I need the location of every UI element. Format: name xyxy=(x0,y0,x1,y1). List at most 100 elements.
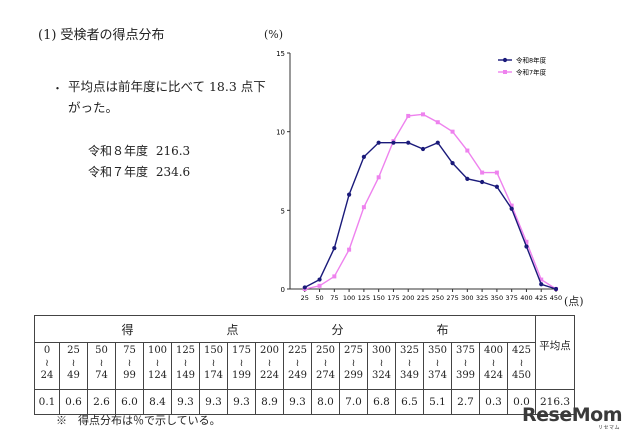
percentage-cell: 9.3 xyxy=(199,389,228,415)
x-tick-label: 125 xyxy=(358,294,370,302)
score-range-part: 450 xyxy=(511,370,532,381)
score-range-part: 399 xyxy=(455,370,476,381)
score-range-part: 349 xyxy=(399,370,420,381)
data-point-r8 xyxy=(332,245,337,251)
score-range-part: 425 xyxy=(511,345,532,356)
data-point-r7 xyxy=(421,112,425,117)
data-point-r7 xyxy=(539,277,544,282)
score-range-part: 199 xyxy=(231,370,252,381)
table-header-char: 点 xyxy=(226,322,239,337)
y-tick-label: 15 xyxy=(276,50,285,58)
score-range-part: ≀ xyxy=(323,357,328,369)
data-point-r7 xyxy=(376,175,381,180)
x-tick-label: 25 xyxy=(301,294,309,302)
logo-subtext: リセマム xyxy=(597,425,620,431)
score-range-part: ≀ xyxy=(71,357,76,369)
y-tick-label: 0 xyxy=(281,286,285,294)
score-range-part: ≀ xyxy=(127,357,132,369)
score-range-part: 0 xyxy=(43,345,51,356)
x-axis-unit: (点) xyxy=(564,295,584,308)
score-range-part: ≀ xyxy=(463,357,468,369)
y-tick-label: 5 xyxy=(281,207,285,215)
percentage-cell: 2.6 xyxy=(87,389,116,415)
percentage-cell: 9.3 xyxy=(283,389,312,415)
table-header-average: 平均点 xyxy=(535,315,575,390)
score-range-part: 75 xyxy=(123,345,136,356)
data-point-r7 xyxy=(332,274,337,279)
series-line-r7 xyxy=(304,113,557,290)
data-point-r8 xyxy=(420,146,426,152)
score-range-cell: 375 ≀ 399 xyxy=(451,342,480,390)
score-range-part: 24 xyxy=(40,370,54,381)
data-point-r8 xyxy=(317,277,322,282)
score-range-part: ≀ xyxy=(295,357,300,369)
data-point-r8 xyxy=(406,140,411,145)
score-range-cell: 50 ≀ 74 xyxy=(87,342,116,390)
score-range-part: 250 xyxy=(315,345,336,356)
score-range-part: ≀ xyxy=(99,357,104,369)
x-tick-label: 450 xyxy=(550,294,562,302)
score-range-cell: 350 ≀ 374 xyxy=(423,342,452,390)
y-tick-label: 10 xyxy=(276,129,285,137)
y-axis-unit: (%) xyxy=(264,28,284,41)
data-point-r7 xyxy=(347,247,352,252)
score-range-cell: 100 ≀ 124 xyxy=(143,342,172,390)
score-range-part: ≀ xyxy=(435,357,440,369)
score-range-part: ≀ xyxy=(45,357,49,369)
data-point-r7 xyxy=(317,283,322,288)
average-row-r8: 令和８年度 216.3 xyxy=(88,142,190,159)
score-range-part: 200 xyxy=(259,345,280,356)
score-range-part: 274 xyxy=(315,370,336,381)
x-tick-label: 175 xyxy=(387,294,399,302)
score-range-part: ≀ xyxy=(519,357,524,369)
score-range-cell: 275 ≀ 299 xyxy=(339,342,368,390)
score-range-part: 100 xyxy=(147,345,168,356)
data-point-r8 xyxy=(480,179,485,185)
score-distribution-table: 得点分布 平均点 0 ≀ 24 25 ≀ 49 50 ≀ 74 75 ≀ 99 100 ≀ 124 125 ≀ 1… xyxy=(34,315,575,415)
score-range-part: 225 xyxy=(287,345,308,356)
score-range-part: 99 xyxy=(123,370,136,381)
x-tick-label: 50 xyxy=(315,294,323,302)
x-tick-label: 425 xyxy=(535,294,547,302)
data-point-r8 xyxy=(376,140,381,145)
average-value: 216.3 xyxy=(155,144,191,158)
data-point-r8 xyxy=(494,184,499,189)
average-row-r7: 令和７年度 234.6 xyxy=(88,163,190,180)
data-point-r7 xyxy=(435,120,440,125)
data-point-r7 xyxy=(450,129,455,134)
score-range-cell: 325 ≀ 349 xyxy=(395,342,424,390)
legend-marker-r8 xyxy=(502,57,508,63)
section-title: (1) 受検者の得点分布 xyxy=(38,28,165,43)
score-range-part: 375 xyxy=(455,345,476,356)
logo-text: ReseMom xyxy=(522,404,622,426)
score-range-cell: 125 ≀ 149 xyxy=(171,342,200,390)
percentage-cell: 2.7 xyxy=(451,389,480,415)
x-tick-label: 75 xyxy=(330,294,338,302)
score-range-cell: 25 ≀ 49 xyxy=(59,342,88,390)
score-range-part: 74 xyxy=(95,370,108,381)
data-point-r7 xyxy=(524,239,529,244)
table-header-distribution: 得点分布 xyxy=(34,315,536,343)
percentage-cell: 8.9 xyxy=(255,389,284,415)
table-header-char: 分 xyxy=(331,322,344,337)
score-range-part: 325 xyxy=(399,345,420,356)
data-point-r8 xyxy=(302,285,307,290)
x-tick-label: 400 xyxy=(520,294,532,302)
score-range-part: 25 xyxy=(67,345,80,356)
legend-marker-r7 xyxy=(503,70,507,74)
score-range-cell: 425 ≀ 450 xyxy=(507,342,536,390)
data-point-r7 xyxy=(480,170,485,175)
score-range-part: 424 xyxy=(483,370,504,381)
legend-label: 令和8年度 xyxy=(516,56,547,65)
score-range-part: ≀ xyxy=(379,357,384,369)
score-range-part: ≀ xyxy=(407,357,412,369)
data-point-r8 xyxy=(465,176,470,181)
bullet-marker: ・ xyxy=(52,82,63,95)
data-point-r7 xyxy=(406,113,411,118)
percentage-cell: 6.8 xyxy=(367,389,396,415)
data-point-r8 xyxy=(509,206,514,211)
x-tick-label: 325 xyxy=(476,294,488,302)
score-range-part: 50 xyxy=(95,345,108,356)
x-tick-label: 225 xyxy=(417,294,429,302)
data-point-r8 xyxy=(391,140,396,145)
